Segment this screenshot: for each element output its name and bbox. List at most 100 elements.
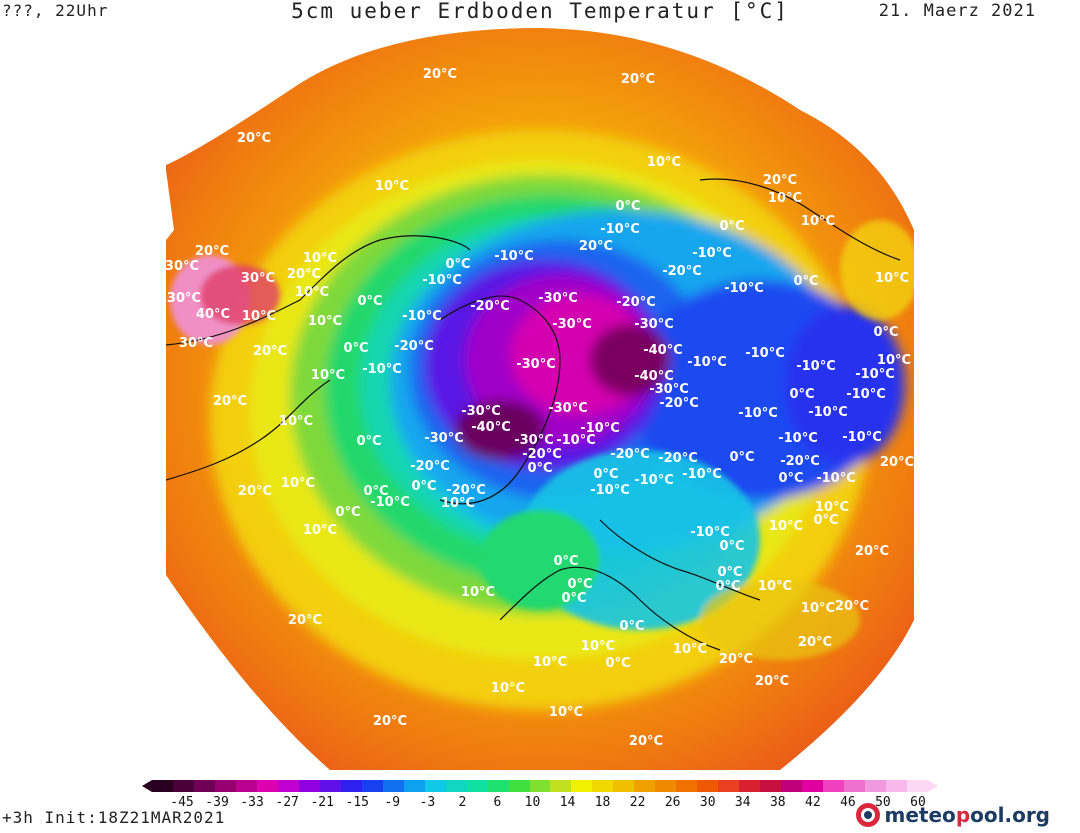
contour-label: 20°C <box>237 131 271 146</box>
legend-swatch <box>508 780 530 792</box>
contour-label: 20°C <box>621 72 655 87</box>
contour-label: 10°C <box>281 476 315 491</box>
legend-swatch <box>907 780 929 792</box>
legend-swatch <box>823 780 845 792</box>
contour-label: -40°C <box>643 343 683 358</box>
legend-tick-label: -39 <box>205 795 229 810</box>
contour-label: 30°C <box>179 336 213 351</box>
contour-label: 10°C <box>375 179 409 194</box>
temperature-map: 20°C 20°C20°C10°C10°C20°C10°C0°C10°C-10°C… <box>165 28 914 770</box>
contour-label: 0°C <box>561 591 586 606</box>
legend-tick-label: 42 <box>805 795 821 810</box>
legend-max-arrow <box>928 780 938 792</box>
contour-label: -30°C <box>548 401 588 416</box>
legend-swatch <box>781 780 803 792</box>
contour-label: 0°C <box>363 484 388 499</box>
contour-label: 10°C <box>533 655 567 670</box>
legend-tick-label: -33 <box>240 795 264 810</box>
contour-label: 20°C <box>423 67 457 82</box>
contour-label: 0°C <box>335 505 360 520</box>
contour-label: -40°C <box>471 420 511 435</box>
contour-label: 10°C <box>875 271 909 286</box>
contour-label: 0°C <box>719 539 744 554</box>
contour-label: 20°C <box>253 344 287 359</box>
contour-label: 10°C <box>769 519 803 534</box>
legend-tick-label: 60 <box>910 795 926 810</box>
legend-swatch <box>550 780 572 792</box>
contour-label: 0°C <box>553 554 578 569</box>
contour-label: 30°C <box>241 271 275 286</box>
date-label: 21. Maerz 2021 <box>878 1 1036 21</box>
contour-label: -10°C <box>690 525 730 540</box>
contour-label: 10°C <box>279 414 313 429</box>
contour-label: -20°C <box>610 447 650 462</box>
contour-label: -10°C <box>600 222 640 237</box>
contour-label: -10°C <box>816 471 856 486</box>
legend-tick-label: 18 <box>594 795 611 810</box>
contour-label: -10°C <box>842 430 882 445</box>
contour-label: -10°C <box>687 355 727 370</box>
contour-label: 10°C <box>295 285 329 300</box>
contour-label: 0°C <box>789 387 814 402</box>
contour-label: -10°C <box>362 362 402 377</box>
contour-label: -20°C <box>659 396 699 411</box>
contour-label: 0°C <box>615 199 640 214</box>
legend-swatch <box>235 780 258 792</box>
legend-swatch <box>592 780 614 792</box>
color-legend <box>142 780 938 792</box>
contour-label: 20°C <box>288 613 322 628</box>
color-legend-ticks: -45 -39 -33 -27 -21 -15 -9 -3 2 6 10 14 18 22 26 30 34 38… <box>152 795 928 811</box>
contour-label: -10°C <box>692 246 732 261</box>
contour-label: 0°C <box>619 619 644 634</box>
contour-label: -10°C <box>402 309 442 324</box>
contour-label: -20°C <box>780 454 820 469</box>
legend-swatch <box>718 780 740 792</box>
contour-label: 20°C <box>238 484 272 499</box>
contour-label: 0°C <box>813 513 838 528</box>
legend-swatch <box>424 780 447 792</box>
contour-label: -10°C <box>590 483 630 498</box>
legend-swatch <box>403 780 426 792</box>
contour-label: -10°C <box>855 367 895 382</box>
legend-swatch <box>655 780 677 792</box>
legend-swatch <box>152 780 174 792</box>
legend-swatch <box>676 780 698 792</box>
legend-tick-label: -3 <box>419 795 436 810</box>
contour-label: 0°C <box>357 294 382 309</box>
coastlines <box>166 178 901 651</box>
legend-tick-label: 22 <box>629 795 646 810</box>
contour-label: 0°C <box>411 479 436 494</box>
contour-label: 20°C <box>287 267 321 282</box>
contour-label: 0°C <box>793 274 818 289</box>
meteopool-wordmark: meteopool.org <box>884 803 1050 827</box>
contour-label: 0°C <box>715 579 740 594</box>
legend-tick-label: 46 <box>840 795 856 810</box>
contour-label: 10°C <box>303 251 337 266</box>
contour-label: -10°C <box>422 273 462 288</box>
contour-label: 10°C <box>242 309 276 324</box>
legend-swatch <box>487 780 510 792</box>
contour-label: -10°C <box>778 431 818 446</box>
contour-label: -20°C <box>522 447 562 462</box>
legend-swatch <box>172 780 195 792</box>
contour-label: -30°C <box>514 433 554 448</box>
contour-label: 20°C <box>798 635 832 650</box>
contour-label: -10°C <box>682 467 722 482</box>
legend-swatch <box>529 780 551 792</box>
contour-label: 0°C <box>343 341 368 356</box>
contour-label: -10°C <box>745 346 785 361</box>
contour-label: 20°C <box>213 394 247 409</box>
contour-label: 0°C <box>778 471 803 486</box>
legend-tick-label: 26 <box>664 795 681 810</box>
contour-label: 10°C <box>647 155 681 170</box>
legend-tick-label: 50 <box>875 795 891 810</box>
contour-label: 0°C <box>593 467 618 482</box>
contour-label: -20°C <box>446 483 486 498</box>
legend-swatch <box>697 780 719 792</box>
legend-swatch <box>571 780 593 792</box>
contour-label: 20°C <box>629 734 663 749</box>
legend-tick-label: -27 <box>275 795 299 810</box>
contour-label: 20°C <box>195 244 229 259</box>
legend-tick-label: -21 <box>310 795 334 810</box>
contour-label: 0°C <box>356 434 381 449</box>
